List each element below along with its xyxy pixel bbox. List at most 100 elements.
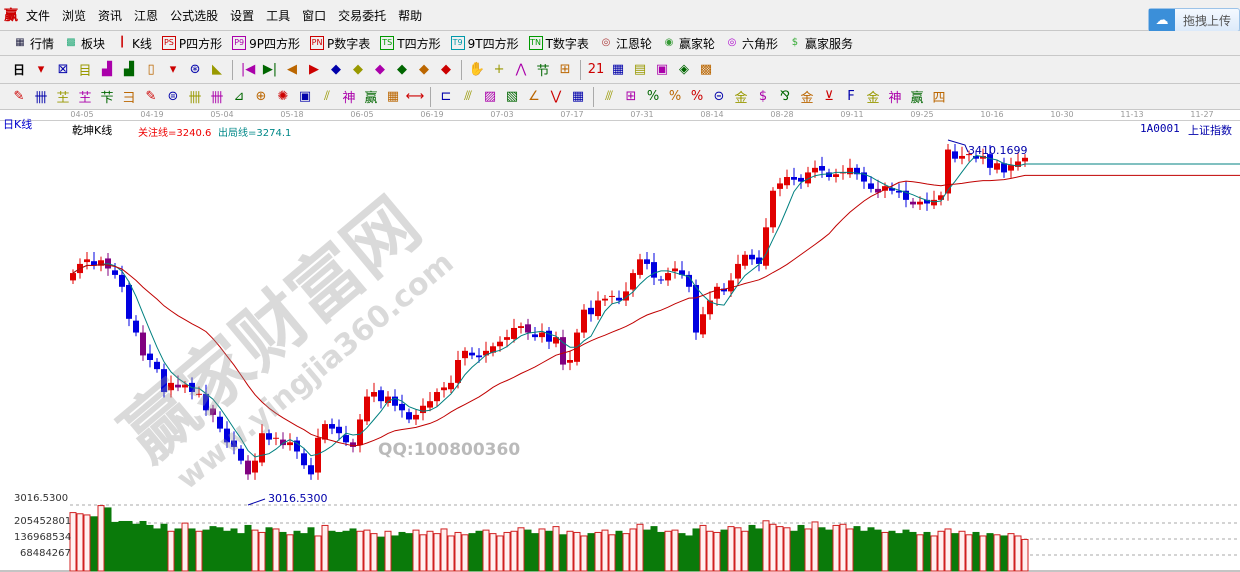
menu-item[interactable]: 交易委托 (338, 8, 387, 23)
tool-icon[interactable]: ◆ (353, 62, 364, 77)
toolbar-button[interactable]: PS P四方形 (157, 35, 227, 52)
tool-icon[interactable]: ◆ (419, 62, 430, 77)
tool-icon[interactable]: 节 (536, 64, 550, 79)
tool-icon[interactable]: 卌 (188, 91, 202, 106)
tool-icon[interactable]: ▣ (655, 62, 669, 77)
tool-icon[interactable]: ▯ (147, 62, 155, 77)
tool-icon[interactable]: ◀ (287, 62, 298, 77)
menu-item[interactable]: 窗口 (302, 8, 327, 23)
menu-item[interactable]: 文件 (26, 8, 51, 23)
toolbar-button[interactable]: ┃ K线 (110, 35, 157, 52)
tool-icon[interactable]: ⟷ (405, 89, 425, 104)
tool-icon[interactable]: ∠ (528, 89, 540, 104)
tool-icon[interactable]: 芐 (100, 91, 114, 106)
tool-icon[interactable]: ▾ (37, 62, 45, 77)
tool-icon[interactable]: ▦ (386, 89, 400, 104)
toolbar-button[interactable]: TN T数字表 (524, 35, 594, 52)
tool-icon[interactable]: ▩ (699, 62, 713, 77)
tool-icon[interactable]: ▾ (169, 62, 177, 77)
tool-icon[interactable]: $ (758, 89, 768, 104)
tool-icon[interactable]: + (493, 62, 505, 77)
tool-icon[interactable]: ▶| (262, 62, 278, 77)
tool-icon[interactable]: 四 (932, 91, 946, 106)
tool-icon[interactable]: 卌 (34, 91, 48, 106)
indicator-name[interactable]: 乾坤K线 (72, 124, 113, 137)
tool-icon[interactable]: ⊻ (824, 89, 834, 104)
tool-icon[interactable]: 卌 (210, 91, 224, 106)
menu-item[interactable]: 帮助 (398, 8, 423, 23)
toolbar-button[interactable]: ◎ 江恩轮 (594, 35, 657, 52)
tool-icon[interactable]: 目 (78, 64, 92, 79)
tool-icon[interactable]: ◆ (375, 62, 386, 77)
tool-icon[interactable]: ✎ (145, 89, 157, 104)
tool-icon[interactable]: ⊜ (167, 89, 179, 104)
menu-item[interactable]: 工具 (266, 8, 291, 23)
menu-item[interactable]: 浏览 (62, 8, 87, 23)
tool-icon[interactable]: ▶ (309, 62, 320, 77)
tool-icon[interactable]: 金 (734, 91, 748, 106)
menu-item[interactable]: 公式选股 (170, 8, 219, 23)
toolbar-button[interactable]: $ 赢家服务 (783, 35, 858, 52)
tool-icon[interactable]: ◆ (397, 62, 408, 77)
toolbar-button[interactable]: P9 9P四方形 (227, 35, 305, 52)
menu-item[interactable]: 江恩 (134, 8, 159, 23)
tool-icon[interactable]: ⫻ (464, 89, 472, 104)
tool-icon[interactable]: ▧ (505, 89, 519, 104)
tool-icon[interactable]: ⫻ (605, 89, 613, 104)
tool-icon[interactable]: % (646, 89, 660, 104)
toolbar-button[interactable]: ◉ 赢家轮 (657, 35, 720, 52)
tool-icon[interactable]: ⊞ (559, 62, 571, 77)
tool-icon[interactable]: ◣ (212, 62, 223, 77)
toolbar-button[interactable]: TS T四方形 (375, 35, 445, 52)
volume-bar (314, 535, 322, 572)
tool-icon[interactable]: ◆ (331, 62, 342, 77)
period-dropdown[interactable]: 日 (8, 61, 30, 78)
menu-item[interactable]: 设置 (230, 8, 255, 23)
toolbar-button[interactable]: T9 9T四方形 (446, 35, 524, 52)
tool-icon[interactable]: ⅋ (779, 89, 791, 104)
tool-icon[interactable]: 神 (342, 91, 356, 106)
tool-icon[interactable]: ⋁ (550, 89, 562, 104)
tool-icon[interactable]: ▨ (483, 89, 497, 104)
tool-icon[interactable]: ⊛ (189, 62, 201, 77)
tool-icon[interactable]: ⊝ (713, 89, 725, 104)
tool-icon[interactable]: 赢 (910, 91, 924, 106)
tool-icon[interactable]: ⊏ (440, 89, 452, 104)
tool-icon[interactable]: 金 (866, 91, 880, 106)
tool-icon[interactable]: 彐 (122, 91, 136, 106)
tool-icon[interactable]: ◈ (679, 62, 690, 77)
tool-icon[interactable]: ✋ (468, 62, 486, 77)
tool-icon[interactable]: ✺ (277, 89, 289, 104)
tool-icon[interactable]: ⫽ (324, 89, 330, 104)
tool-icon[interactable]: ⊞ (625, 89, 637, 104)
tool-icon[interactable]: % (668, 89, 682, 104)
toolbar-button[interactable]: PN P数字表 (305, 35, 375, 52)
tool-icon[interactable]: ⋀ (515, 62, 527, 77)
tool-icon[interactable]: ▦ (611, 62, 625, 77)
tool-icon[interactable]: ▦ (571, 89, 585, 104)
tool-icon[interactable]: ⊠ (57, 62, 69, 77)
tool-icon[interactable]: ✎ (13, 89, 25, 104)
toolbar-button[interactable]: ▦ 行情 (8, 35, 59, 52)
tool-icon[interactable]: |◀ (240, 62, 256, 77)
tool-icon[interactable]: F (847, 89, 855, 104)
toolbar-button[interactable]: ▩ 板块 (59, 35, 110, 52)
tool-icon[interactable]: ▟ (124, 62, 135, 77)
tool-icon[interactable]: ▟ (102, 62, 113, 77)
upload-button[interactable]: ☁ 拖拽上传 (1148, 8, 1240, 32)
tool-icon[interactable]: ▣ (298, 89, 312, 104)
tool-icon[interactable]: ◆ (441, 62, 452, 77)
toolbar-button[interactable]: ◎ 六角形 (720, 35, 783, 52)
tool-icon[interactable]: ⊕ (255, 89, 267, 104)
tool-icon[interactable]: 芏 (56, 91, 70, 106)
tool-icon[interactable]: 芏 (78, 91, 92, 106)
tool-icon[interactable]: ⊿ (233, 89, 245, 104)
tool-icon[interactable]: 赢 (364, 91, 378, 106)
tool-icon[interactable]: ▤ (633, 62, 647, 77)
tool-icon[interactable]: 神 (888, 91, 902, 106)
tool-icon[interactable]: 金 (800, 91, 814, 106)
tool-icon[interactable]: 21 (587, 62, 605, 77)
tool-icon[interactable]: % (690, 89, 704, 104)
menu-item[interactable]: 资讯 (98, 8, 123, 23)
